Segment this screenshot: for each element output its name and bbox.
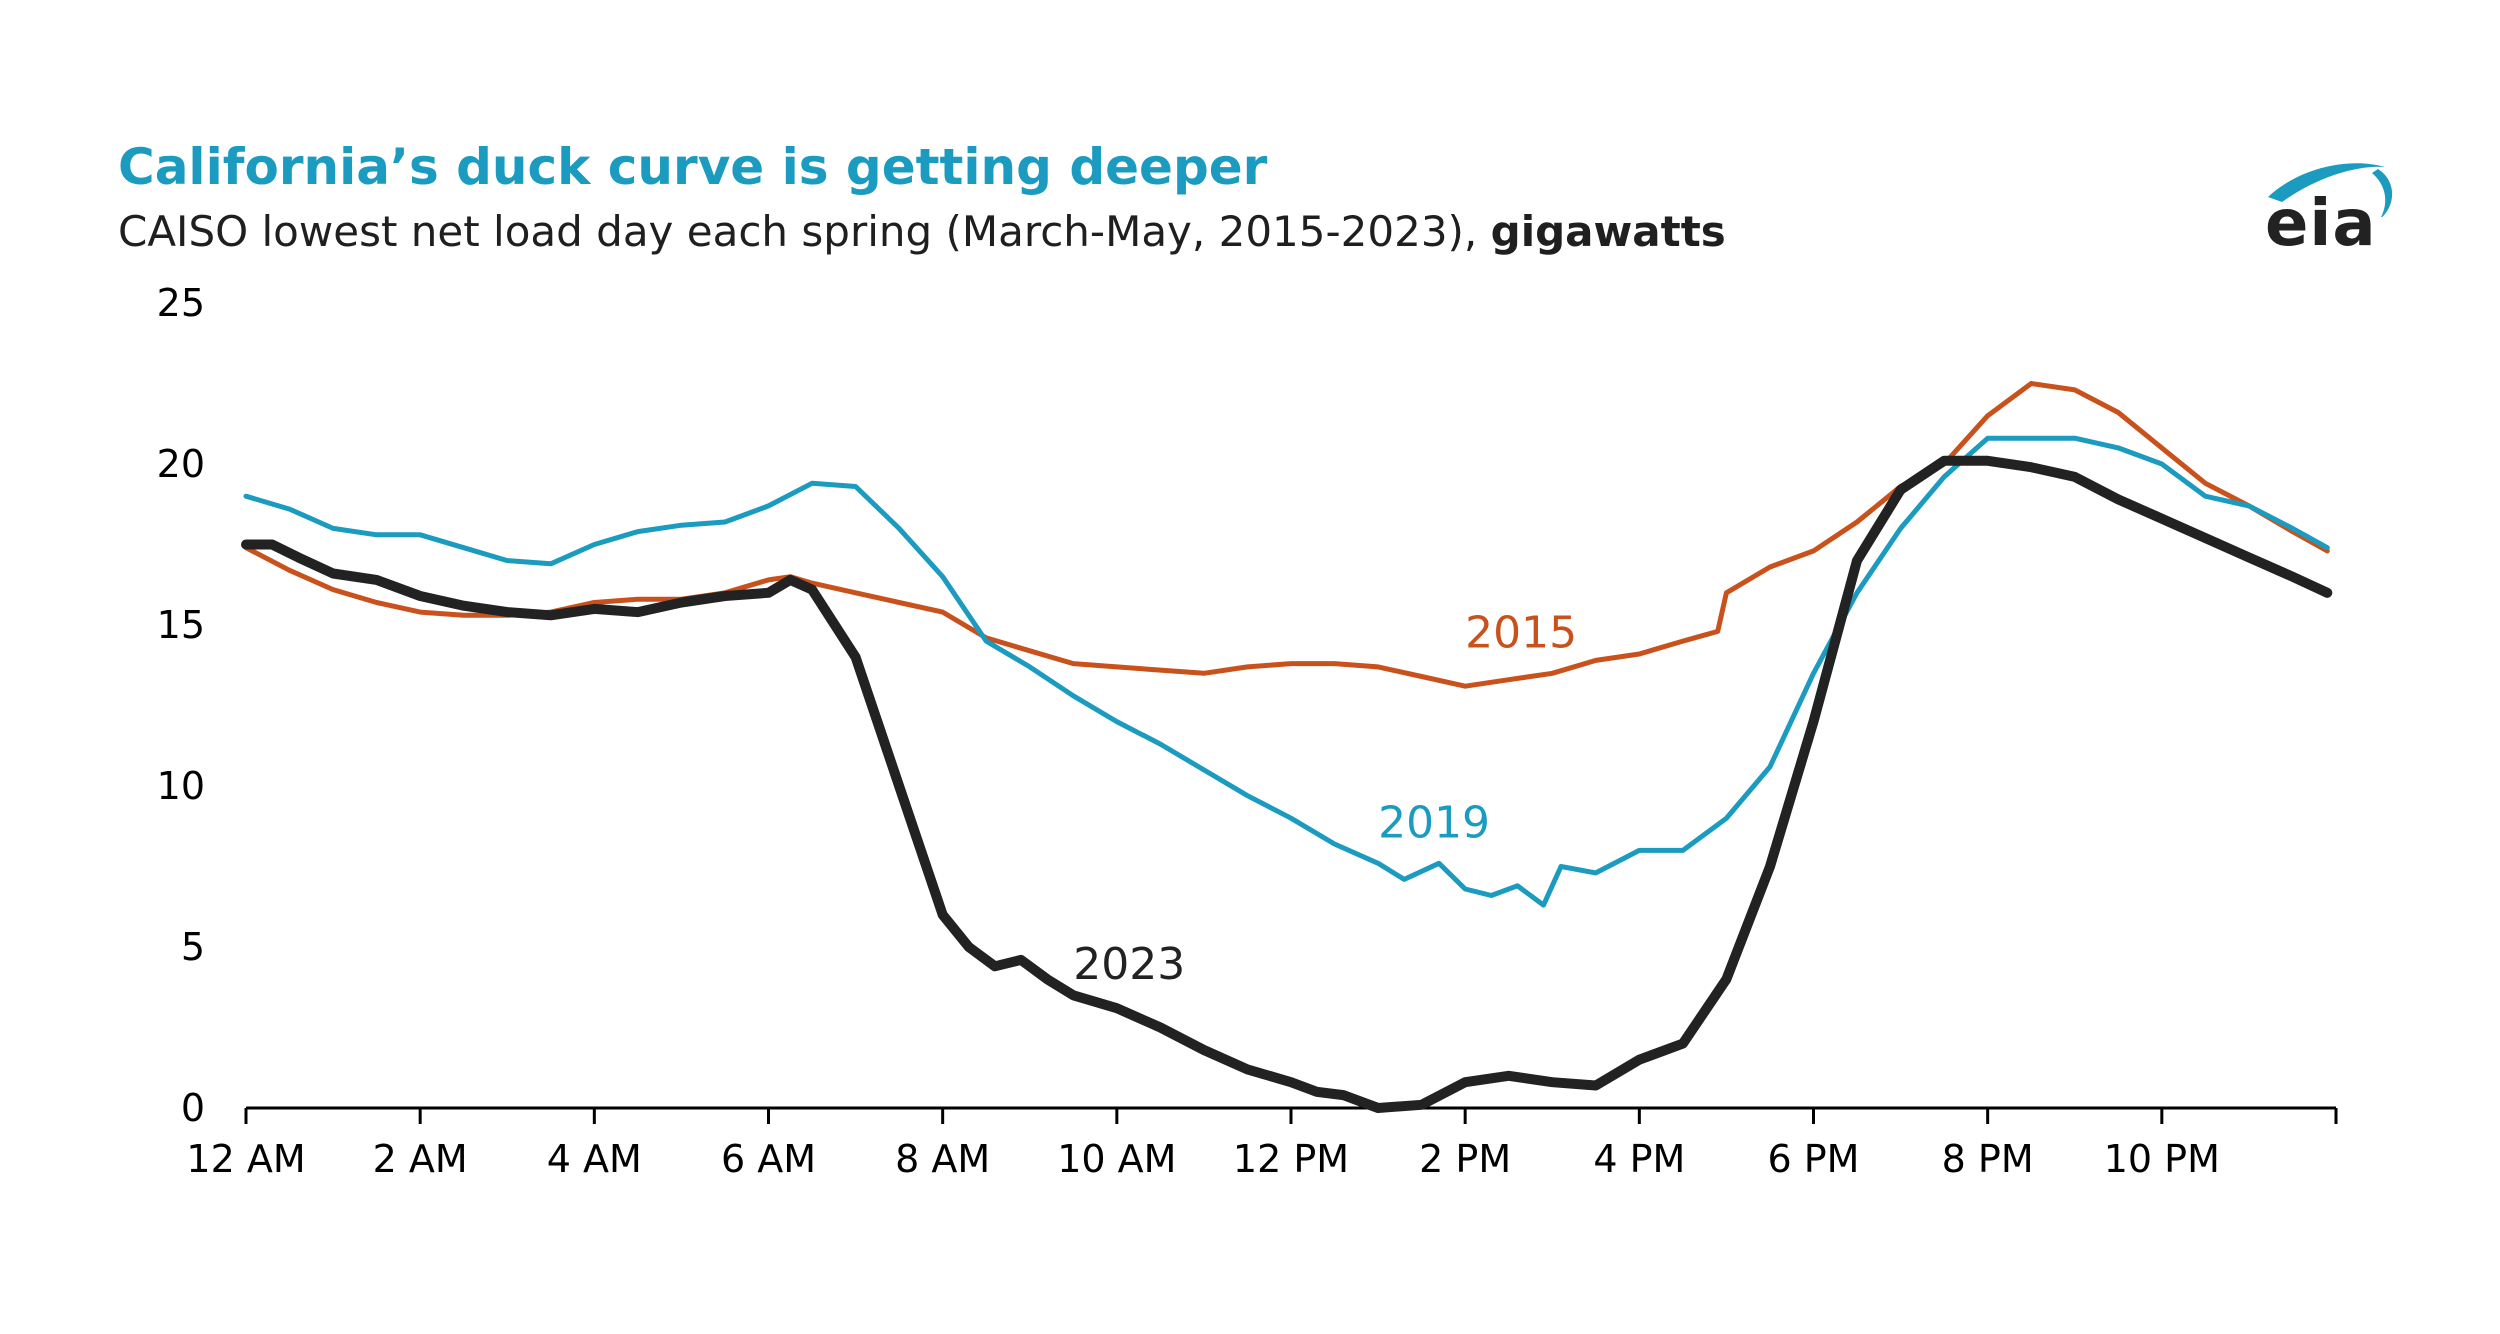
y-axis: 0 5 10 15 20 25	[157, 281, 205, 1130]
y-tick-label: 10	[157, 764, 205, 808]
chart-title: California’s duck curve is getting deepe…	[118, 138, 1268, 196]
logo-text: eia	[2265, 187, 2377, 261]
y-tick-label: 5	[181, 925, 205, 969]
x-tick-label: 2 PM	[1419, 1137, 1511, 1181]
y-tick-label: 0	[181, 1086, 205, 1130]
series-label-2015: 2015	[1465, 608, 1577, 659]
x-axis: 12 AM 2 AM 4 AM 6 AM 8 AM 10 AM 12 PM 2 PM 4 PM 6…	[186, 1106, 2338, 1181]
x-tick-label: 4 PM	[1593, 1137, 1685, 1181]
x-tick-label: 8 AM	[895, 1137, 990, 1181]
chart-subtitle: CAISO lowest net load day each spring (M…	[118, 207, 1726, 256]
x-tick-label: 6 PM	[1768, 1137, 1860, 1181]
series-label-2019: 2019	[1378, 798, 1490, 849]
subtitle-main: CAISO lowest net load day each spring (M…	[118, 207, 1478, 256]
x-tick-label: 10 AM	[1057, 1137, 1176, 1181]
x-tick-label: 2 AM	[373, 1137, 468, 1181]
x-tick-label: 4 AM	[547, 1137, 642, 1181]
y-tick-label: 15	[157, 603, 205, 647]
x-tick-label: 10 PM	[2104, 1137, 2220, 1181]
x-tick-label: 12 PM	[1233, 1137, 1349, 1181]
eia-logo: eia	[2265, 163, 2405, 275]
series-line-2015	[243, 381, 2330, 689]
series-label-2023: 2023	[1073, 939, 1185, 990]
x-tick-label: 6 AM	[721, 1137, 816, 1181]
subtitle-units: gigawatts	[1490, 207, 1726, 256]
series-labels: 2015 2019 2023	[1073, 608, 1577, 991]
logo-swoosh-icon	[2268, 163, 2393, 217]
series-line-2023	[241, 455, 2333, 1113]
series-lines	[241, 381, 2333, 1113]
x-tick-label: 8 PM	[1942, 1137, 2034, 1181]
series-line-2019	[243, 435, 2330, 908]
y-tick-label: 25	[157, 281, 205, 325]
y-tick-label: 20	[157, 442, 205, 486]
x-tick-label: 12 AM	[186, 1137, 305, 1181]
